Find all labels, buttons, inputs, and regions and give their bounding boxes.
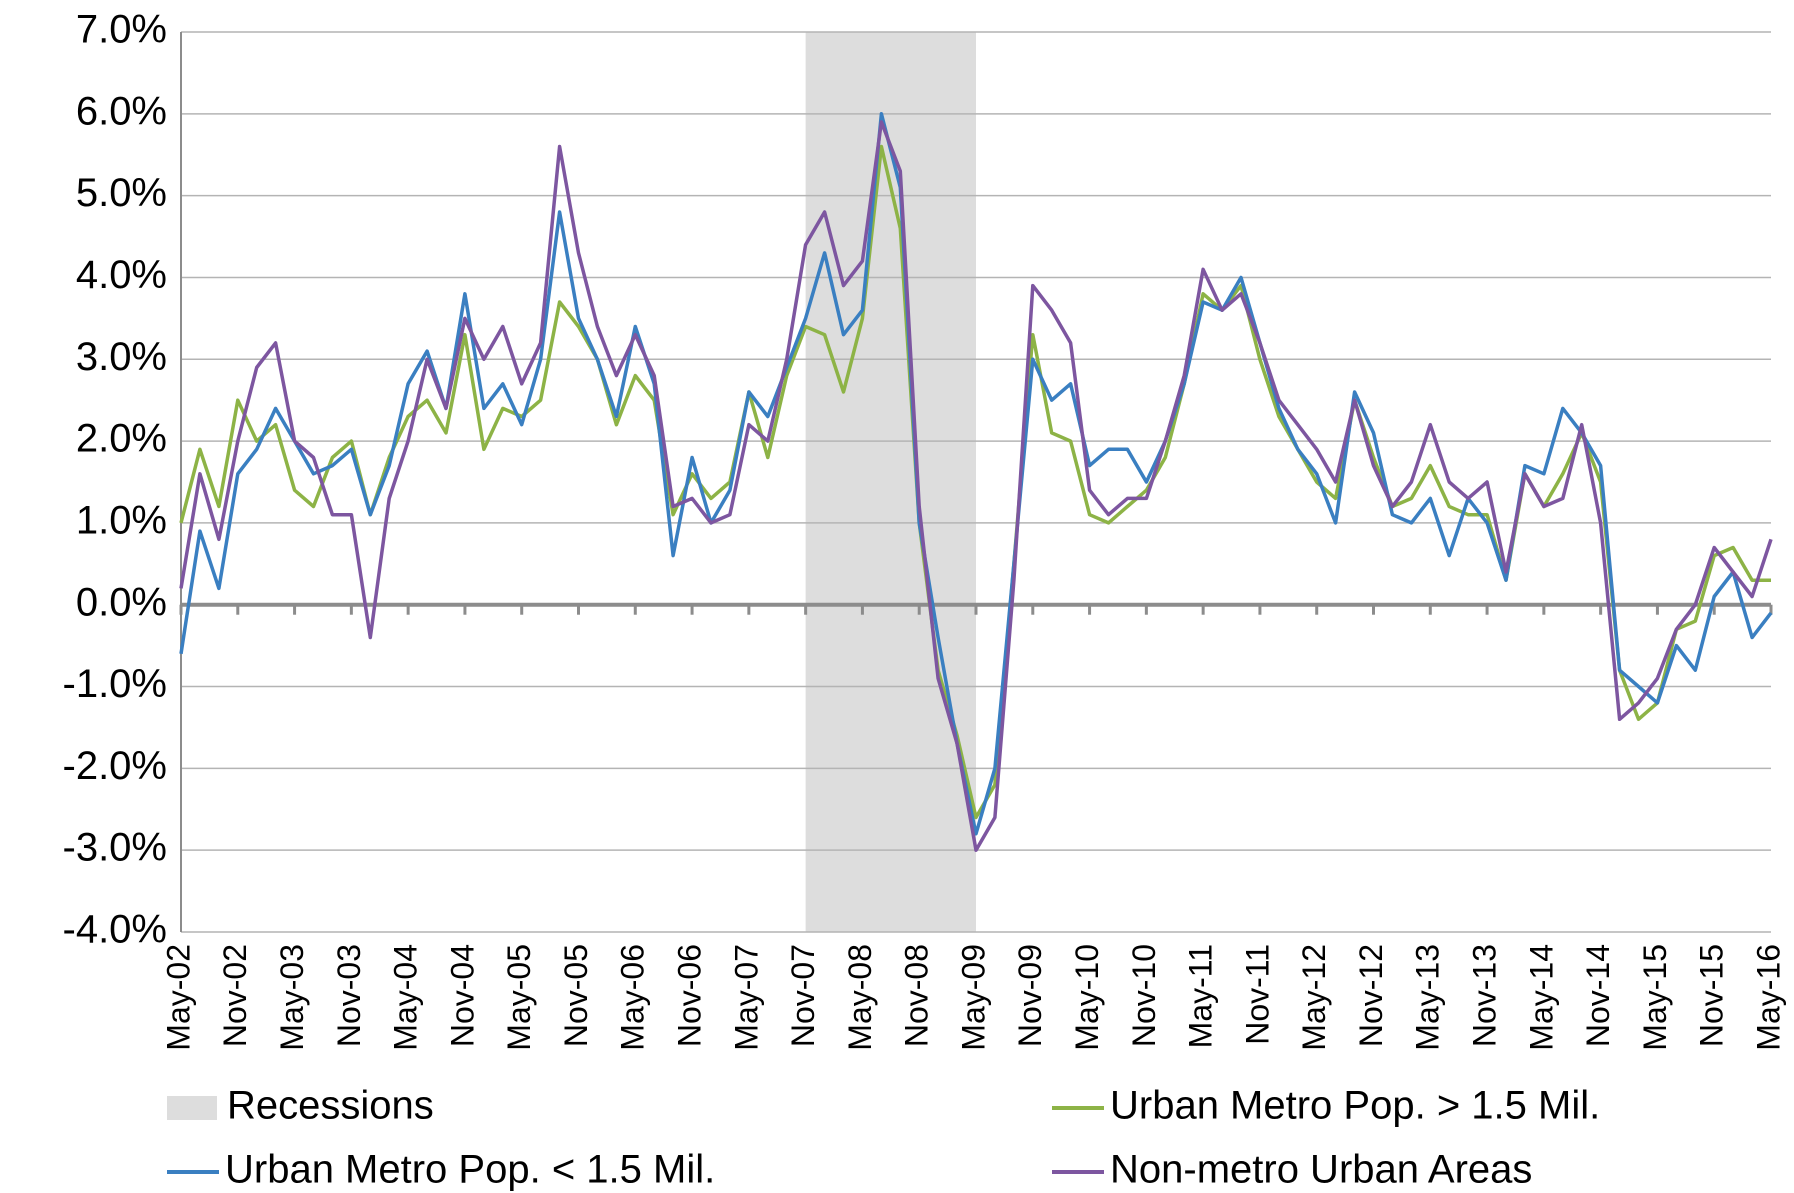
x-tick-label: Nov-03	[331, 944, 367, 1047]
y-tick-label: -4.0%	[63, 908, 168, 952]
x-tick-label: May-13	[1410, 944, 1446, 1051]
x-tick-label: Nov-08	[899, 944, 935, 1047]
x-tick-label: May-03	[274, 944, 310, 1051]
x-tick-label: May-06	[615, 944, 651, 1051]
x-tick-label: Nov-15	[1694, 944, 1730, 1047]
x-tick-label: Nov-06	[672, 944, 708, 1047]
x-tick-label: Nov-13	[1467, 944, 1503, 1047]
legend-label: Urban Metro Pop. > 1.5 Mil.	[1110, 1084, 1600, 1128]
x-tick-label: May-14	[1523, 944, 1559, 1051]
recession-band	[805, 32, 976, 932]
y-tick-label: -3.0%	[63, 826, 168, 870]
x-tick-label: Nov-05	[558, 944, 594, 1047]
x-tick-label: May-16	[1750, 944, 1786, 1051]
x-tick-label: May-02	[160, 944, 196, 1051]
y-tick-label: 5.0%	[76, 171, 167, 215]
y-tick-label: 2.0%	[76, 417, 167, 461]
x-tick-label: May-07	[728, 944, 764, 1051]
legend-label: Recessions	[227, 1084, 434, 1128]
y-tick-label: 7.0%	[76, 8, 167, 52]
x-tick-label: May-10	[1069, 944, 1105, 1051]
x-tick-label: Nov-09	[1012, 944, 1048, 1047]
x-tick-label: Nov-11	[1239, 944, 1275, 1045]
x-tick-label: May-09	[955, 944, 991, 1051]
x-tick-label: Nov-07	[785, 944, 821, 1047]
series-line	[179, 120, 1773, 852]
y-tick-label: 3.0%	[76, 335, 167, 379]
x-tick-label: May-05	[501, 944, 537, 1051]
y-tick-label: -2.0%	[63, 744, 168, 788]
x-tick-label: May-08	[842, 944, 878, 1051]
x-tick-label: May-04	[388, 944, 424, 1051]
y-tick-label: 6.0%	[76, 89, 167, 133]
x-tick-label: Nov-10	[1126, 944, 1162, 1047]
legend-swatch	[167, 1096, 217, 1120]
x-tick-label: May-12	[1296, 944, 1332, 1051]
y-tick-label: 1.0%	[76, 498, 167, 542]
x-tick-label: Nov-02	[217, 944, 253, 1047]
y-tick-label: -1.0%	[63, 662, 168, 706]
legend-label: Urban Metro Pop. < 1.5 Mil.	[225, 1148, 715, 1192]
legend-label: Non-metro Urban Areas	[1110, 1148, 1532, 1192]
x-tick-label: Nov-04	[444, 944, 480, 1047]
y-tick-label: 0.0%	[76, 580, 167, 624]
x-tick-label: Nov-14	[1580, 944, 1616, 1047]
y-tick-label: 4.0%	[76, 253, 167, 297]
x-tick-label: Nov-12	[1353, 944, 1389, 1047]
x-tick-label: May-11	[1183, 944, 1219, 1048]
x-tick-label: May-15	[1637, 944, 1673, 1051]
